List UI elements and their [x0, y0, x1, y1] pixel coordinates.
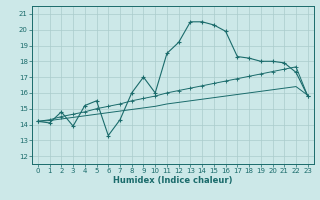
X-axis label: Humidex (Indice chaleur): Humidex (Indice chaleur) — [113, 176, 233, 185]
